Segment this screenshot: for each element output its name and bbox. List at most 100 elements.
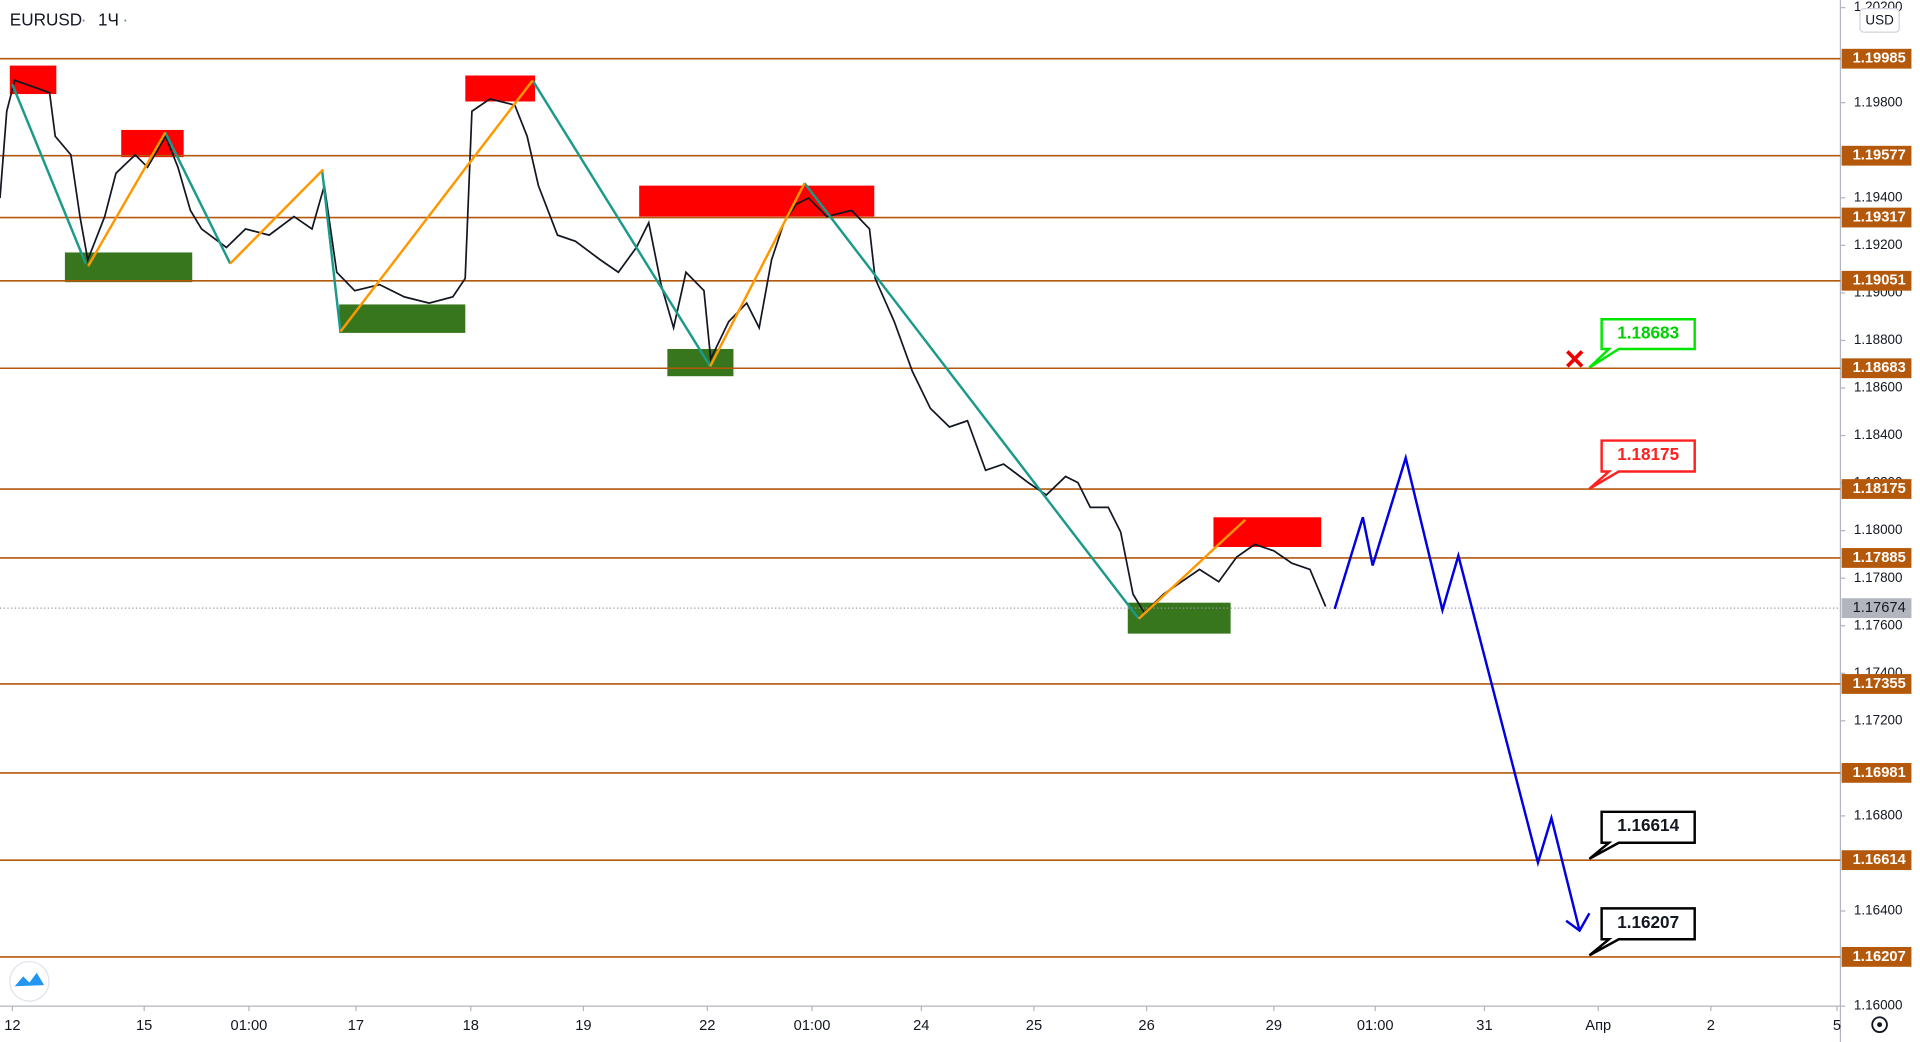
y-tick-label: 1.19800 (1854, 94, 1903, 109)
y-tick-label: 1.17800 (1854, 570, 1903, 585)
wave (531, 79, 712, 367)
level-label: 1.17355 (1853, 676, 1906, 692)
forecast-arrow (1565, 912, 1591, 933)
x-tick-label: 25 (1026, 1018, 1042, 1034)
wave (339, 79, 534, 333)
level-label-box (1841, 946, 1912, 967)
x-tick-label: 26 (1138, 1018, 1154, 1034)
y-tick-label: 1.19200 (1854, 237, 1903, 252)
zone (667, 348, 734, 377)
x-tick-label: 17 (348, 1018, 364, 1034)
level-label: 1.16207 (1853, 949, 1906, 965)
callout-box (1588, 439, 1696, 490)
y-tick-label: 1.18600 (1854, 380, 1903, 395)
callout-text: 1.16614 (1617, 815, 1679, 835)
gear-center[interactable] (1877, 1022, 1883, 1028)
y-tick-label: 1.18000 (1854, 522, 1903, 537)
callout-box (1588, 907, 1696, 957)
currency-box[interactable] (1859, 8, 1900, 33)
x-tick-label: 01:00 (1357, 1018, 1394, 1034)
level-label: 1.16981 (1853, 765, 1906, 781)
zone (465, 75, 536, 102)
y-tick-label: 1.16800 (1854, 807, 1903, 822)
x-tick-label: 15 (136, 1018, 152, 1034)
wave (87, 131, 167, 267)
up-waves (87, 79, 1247, 620)
level-label: 1.18175 (1853, 481, 1906, 497)
level-label-box (1841, 270, 1912, 291)
symbol: EURUSD (10, 10, 82, 30)
y-tick-label: 1.17200 (1854, 712, 1903, 727)
level-label: 1.19985 (1853, 51, 1906, 67)
y-tick-label: 1.17600 (1854, 617, 1903, 632)
gear[interactable] (1871, 1016, 1888, 1034)
level-label-box (1841, 548, 1912, 568)
logo-circle (9, 960, 50, 1002)
level-label-box (1841, 762, 1912, 783)
zone (1127, 602, 1231, 634)
x-tick-label: 12 (4, 1018, 20, 1034)
cross (1566, 350, 1584, 368)
level-label: 1.18683 (1853, 360, 1906, 376)
callout-box (1588, 318, 1696, 369)
level-label: 1.16614 (1853, 852, 1907, 868)
zone (9, 65, 57, 95)
settings-button[interactable] (1871, 1016, 1888, 1034)
wave-drawings (11, 79, 1591, 933)
x-tick-label: Апр (1585, 1018, 1611, 1034)
level-label-box (1841, 145, 1912, 166)
y-tick-label: 1.18400 (1854, 427, 1903, 442)
callout-text: 1.16207 (1617, 912, 1679, 932)
interval: 1Ч (98, 10, 119, 30)
x-tick-label: 5 (1833, 1018, 1841, 1034)
x-tick-label: 2 (1707, 1018, 1715, 1034)
level-label-box (1841, 48, 1912, 69)
last-price-label: 1.17674 (1853, 600, 1906, 616)
callout: 1.16207 (1588, 907, 1696, 957)
x-tick-label: 31 (1476, 1018, 1492, 1034)
axes: 1.202001.198001.194001.192001.190001.188… (4, 0, 1912, 1034)
zone (1213, 517, 1322, 547)
callout-text: 1.18175 (1617, 444, 1679, 464)
logo (9, 960, 50, 1002)
callout: 1.18175 (1588, 439, 1696, 490)
zone (639, 185, 875, 217)
wave (803, 182, 1140, 620)
level-label-box (1841, 674, 1912, 694)
wave (709, 182, 806, 367)
y-tick-label: 1.16400 (1854, 903, 1903, 918)
last-price-box (1841, 598, 1912, 619)
callout-text: 1.18683 (1617, 323, 1679, 343)
wave (320, 169, 342, 332)
separator: · (122, 10, 128, 30)
wave (11, 83, 87, 265)
level-label: 1.17885 (1853, 550, 1906, 566)
callout-box (1588, 810, 1696, 860)
logo-icon (14, 972, 45, 987)
callouts: 1.18683 1.18175 1.16614 1.16207 (1588, 318, 1696, 957)
cancel-mark (1566, 350, 1584, 368)
level-label: 1.19051 (1853, 273, 1906, 289)
level-label: 1.19317 (1853, 209, 1906, 225)
x-tick-label: 01:00 (794, 1018, 831, 1034)
separator: · (81, 10, 87, 30)
zone (64, 252, 193, 283)
price-line (0, 79, 1327, 615)
x-tick-label: 22 (699, 1018, 715, 1034)
level-label-box (1841, 850, 1912, 871)
callout: 1.16614 (1588, 810, 1696, 860)
currency[interactable]: USD (1865, 13, 1894, 28)
wave (229, 168, 325, 265)
callout: 1.18683 (1588, 318, 1696, 369)
x-tick-label: 24 (913, 1018, 929, 1034)
down-waves (11, 79, 1140, 620)
level-label-box (1841, 358, 1912, 379)
x-tick-label: 19 (575, 1018, 591, 1034)
y-tick-label: 1.18800 (1854, 332, 1903, 347)
y-tick-label: 1.16000 (1854, 998, 1903, 1013)
level-label-box (1841, 479, 1912, 499)
levels (0, 57, 1841, 958)
wave (1137, 518, 1247, 620)
forecast (1333, 453, 1581, 931)
